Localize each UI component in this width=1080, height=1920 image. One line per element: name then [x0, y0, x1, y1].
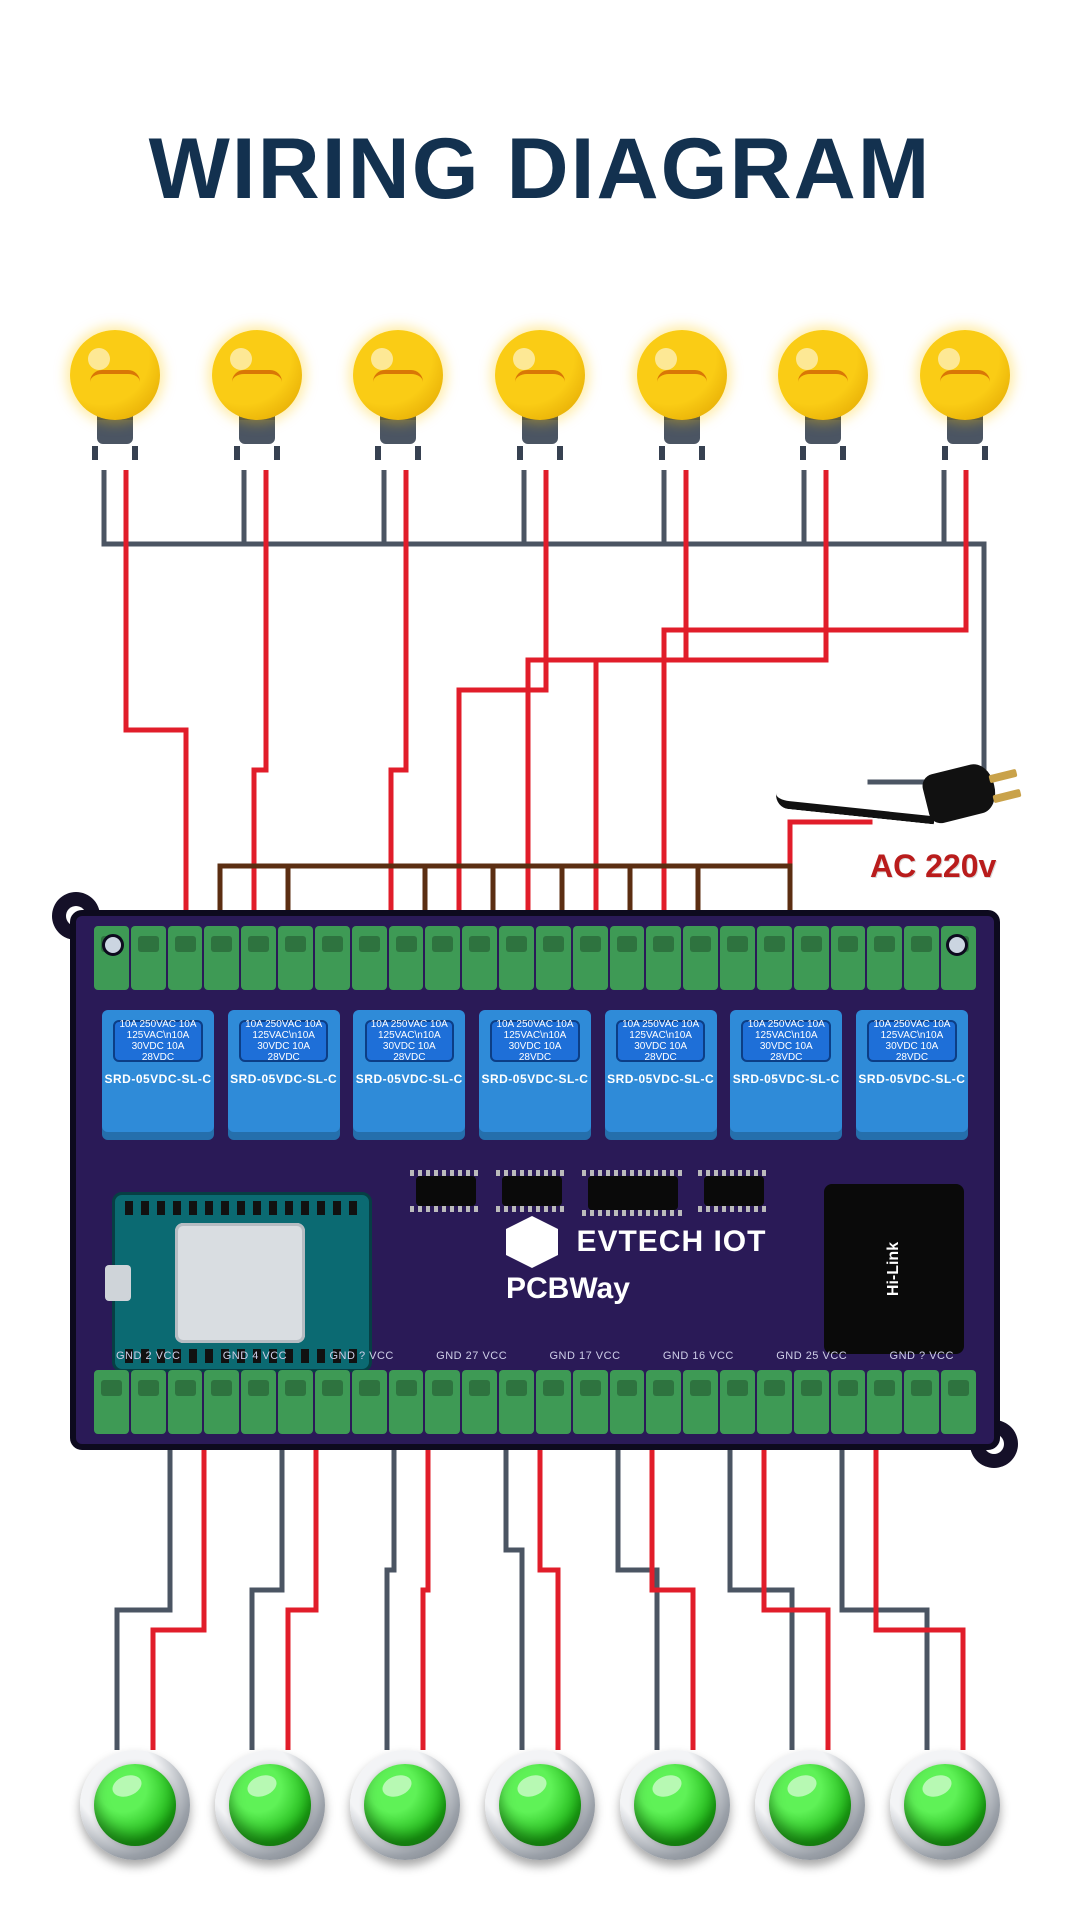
- ic-chip-icon: [704, 1176, 764, 1206]
- push-button-3: [350, 1750, 460, 1860]
- push-button-7: [890, 1750, 1000, 1860]
- bulb-row: [60, 330, 1020, 460]
- button-row: [80, 1750, 1000, 1860]
- relay-5: 10A 250VAC 10A 125VAC\n10A 30VDC 10A 28V…: [605, 1010, 717, 1140]
- ic-row: [416, 1176, 764, 1210]
- bulb-5: [627, 330, 737, 460]
- top-wiring: [0, 470, 1080, 910]
- bulb-2: [202, 330, 312, 460]
- ic-chip-icon: [502, 1176, 562, 1206]
- pcb: 10A 250VAC 10A 125VAC\n10A 30VDC 10A 28V…: [70, 910, 1000, 1450]
- screw-hole-icon: [946, 934, 968, 956]
- relay-7: 10A 250VAC 10A 125VAC\n10A 30VDC 10A 28V…: [856, 1010, 968, 1140]
- brand-line-1: EVTECH IOT: [576, 1225, 766, 1259]
- ic-chip-icon: [416, 1176, 476, 1206]
- brand-logo-icon: [506, 1216, 558, 1268]
- rf-shield-icon: [175, 1223, 305, 1343]
- psu-brand: Hi-Link: [885, 1242, 903, 1296]
- relay-4: 10A 250VAC 10A 125VAC\n10A 30VDC 10A 28V…: [479, 1010, 591, 1140]
- relay-3: 10A 250VAC 10A 125VAC\n10A 30VDC 10A 28V…: [353, 1010, 465, 1140]
- power-module: Hi-Link: [824, 1184, 964, 1354]
- bulb-base-icon: [97, 416, 133, 444]
- bulb-glass-icon: [70, 330, 160, 420]
- relay-6: 10A 250VAC 10A 125VAC\n10A 30VDC 10A 28V…: [730, 1010, 842, 1140]
- page-title: WIRING DIAGRAM: [0, 120, 1080, 219]
- relay-board: 10A 250VAC 10A 125VAC\n10A 30VDC 10A 28V…: [70, 910, 1000, 1450]
- push-button-1: [80, 1750, 190, 1860]
- relay-2: 10A 250VAC 10A 125VAC\n10A 30VDC 10A 28V…: [228, 1010, 340, 1140]
- ic-chip-icon: [588, 1176, 678, 1210]
- push-button-6: [755, 1750, 865, 1860]
- board-branding: EVTECH IOT PCBWay: [506, 1216, 766, 1306]
- bulb-1: [60, 330, 170, 460]
- bottom-wiring: [0, 1450, 1080, 1750]
- relay-1: 10A 250VAC 10A 125VAC\n10A 30VDC 10A 28V…: [102, 1010, 214, 1140]
- bulb-3: [343, 330, 453, 460]
- gpio-silk-labels: GND 2 VCCGND 4 VCC GND ? VCCGND 27 VCC G…: [116, 1350, 954, 1362]
- brand-line-2: PCBWay: [506, 1272, 766, 1306]
- bulb-7: [910, 330, 1020, 460]
- bulb-6: [768, 330, 878, 460]
- ac-plug-icon: [895, 758, 1035, 828]
- bulb-4: [485, 330, 595, 460]
- terminal-row-bottom: [94, 1370, 976, 1434]
- usb-port-icon: [105, 1265, 131, 1301]
- push-button-4: [485, 1750, 595, 1860]
- push-button-2: [215, 1750, 325, 1860]
- esp32-module: [112, 1192, 372, 1372]
- terminal-row-top: [94, 926, 976, 990]
- screw-hole-icon: [102, 934, 124, 956]
- push-button-5: [620, 1750, 730, 1860]
- relay-row: 10A 250VAC 10A 125VAC\n10A 30VDC 10A 28V…: [102, 1010, 968, 1140]
- ac-voltage-label: AC 220v: [870, 848, 996, 885]
